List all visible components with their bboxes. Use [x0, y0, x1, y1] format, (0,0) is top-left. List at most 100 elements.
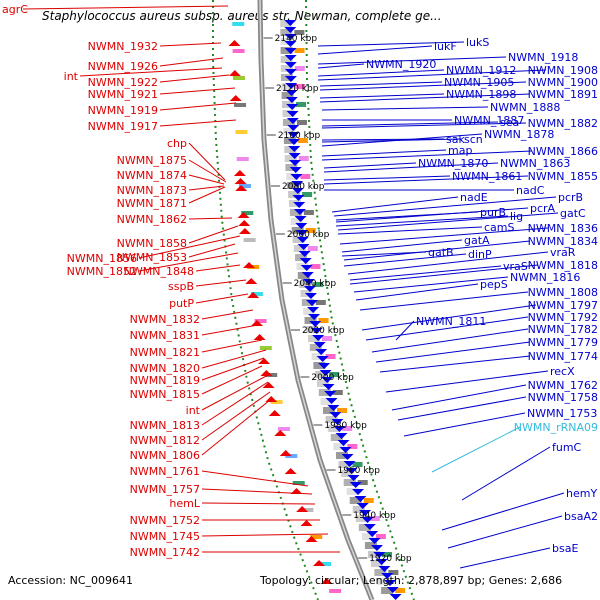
right-gene-label: NWMN_1870: [418, 157, 488, 170]
left-gene-label: NWMN_1848: [124, 265, 194, 278]
reverse-gene-arrow: [327, 405, 340, 411]
forward-gene-arrow: [274, 430, 287, 436]
ruler-label: 2060 kbp: [287, 230, 330, 240]
right-gene-label: NWMN_1882: [528, 117, 598, 130]
reverse-gene-arrow: [325, 398, 338, 404]
ruler-label: 2020 kbp: [302, 326, 345, 336]
ruler-label: 2000 kbp: [311, 373, 354, 383]
left-gene-label: putP: [169, 297, 194, 310]
reverse-gene-arrow: [313, 342, 326, 348]
left-gene-label: NWMN_1742: [130, 546, 200, 559]
feature-block: [352, 462, 363, 467]
reverse-gene-arrow: [361, 517, 374, 523]
feature-block: [238, 184, 251, 188]
reverse-gene-arrow: [293, 202, 306, 208]
ruler-label: 1960 kbp: [338, 466, 381, 476]
right-gene-label: NWMN_1866: [528, 145, 598, 158]
forward-gene-arrow: [313, 560, 325, 566]
right-gene-label: sea: [500, 116, 519, 129]
left-leader-line: [195, 264, 241, 272]
right-gene-label: NWMN_1855: [528, 170, 598, 183]
right-gene-label: NWMN_1818: [528, 259, 598, 272]
left-gene-label: NWMN_1856: [67, 252, 137, 265]
forward-gene-arrow: [247, 292, 260, 298]
right-leader-line: [321, 150, 533, 161]
right-leader-line: [335, 215, 509, 227]
reverse-gene-arrow: [324, 391, 337, 397]
right-gene-label: NWMN_1834: [528, 235, 598, 248]
left-gene-label: NWMN_1761: [130, 465, 200, 478]
left-leader-line: [195, 279, 247, 287]
feature-block: [286, 173, 299, 180]
reverse-gene-arrow: [284, 20, 297, 26]
forward-gene-arrow: [238, 220, 251, 226]
feature-block: [329, 372, 340, 377]
right-gene-label: NWMN_1782: [528, 323, 598, 336]
forward-gene-arrow: [234, 178, 247, 184]
outer-guide: [305, 0, 415, 600]
feature-block: [330, 434, 343, 441]
reverse-gene-arrow: [288, 146, 301, 152]
right-leader-line: [403, 412, 526, 437]
topology-text: Topology: circular; Length: 2,878,897 bp…: [260, 574, 563, 587]
feature-block: [315, 300, 326, 305]
left-gene-label: NWMN_1812: [130, 434, 200, 447]
feature-block: [284, 146, 297, 153]
left-gene-label: NWMN_1862: [117, 213, 187, 226]
feature-block: [309, 344, 322, 351]
feature-block: [335, 452, 348, 459]
feature-block: [296, 120, 307, 125]
backbone-highlight: [259, 0, 373, 600]
feature-block: [295, 254, 308, 261]
left-gene-label: NWMN_1831: [130, 329, 200, 342]
feature-block: [338, 461, 351, 468]
right-leader-line: [321, 121, 499, 127]
feature-block: [283, 128, 296, 135]
left-gene-label: NWMN_1821: [130, 346, 200, 359]
reverse-gene-arrow: [366, 531, 379, 537]
feature-block: [317, 380, 329, 387]
feature-block: [328, 425, 341, 432]
reverse-gene-arrow: [296, 237, 309, 243]
left-leader-line: [188, 243, 236, 258]
right-leader-line: [317, 69, 547, 81]
feature-block: [250, 292, 263, 296]
feature-block: [320, 398, 333, 405]
feature-block: [364, 542, 377, 549]
reverse-gene-arrow: [301, 272, 314, 278]
left-leader-line: [201, 533, 329, 537]
right-gene-label: NWMN_1797: [528, 299, 598, 312]
right-leader-line: [317, 41, 465, 47]
reverse-gene-arrow: [343, 461, 356, 467]
left-gene-label: NWMN_1858: [117, 237, 187, 250]
reverse-gene-arrow: [284, 41, 297, 47]
feature-block: [259, 346, 272, 350]
right-leader-line: [317, 45, 433, 55]
feature-block: [292, 481, 305, 485]
feature-block: [341, 470, 354, 477]
right-leader-line: [333, 196, 557, 217]
forward-gene-arrow: [320, 578, 333, 584]
right-leader-line: [343, 253, 467, 267]
feature-block: [395, 588, 406, 593]
feature-block: [292, 236, 305, 243]
reverse-gene-arrow: [284, 48, 297, 54]
feature-block: [234, 103, 247, 107]
reverse-gene-arrow: [335, 433, 348, 439]
reverse-gene-arrow: [363, 524, 376, 530]
forward-gene-arrow: [237, 212, 250, 218]
feature-block: [358, 524, 371, 531]
reverse-gene-arrow: [284, 34, 297, 40]
right-gene-label: NWMN_1836: [528, 222, 598, 235]
left-gene-label: sspB: [168, 280, 194, 293]
right-gene-label: NWMN_1753: [527, 407, 597, 420]
feature-block: [297, 138, 308, 143]
right-leader-line: [461, 446, 551, 501]
right-leader-line: [395, 320, 415, 341]
forward-gene-arrow: [305, 536, 318, 542]
feature-block: [374, 569, 387, 576]
left-leader-line: [188, 217, 233, 220]
reverse-gene-arrow: [292, 195, 305, 201]
ruler-layer: 2140 kbp 2120 kbp 2100 kbp 2080 kbp 2060 kbp…: [263, 34, 412, 564]
